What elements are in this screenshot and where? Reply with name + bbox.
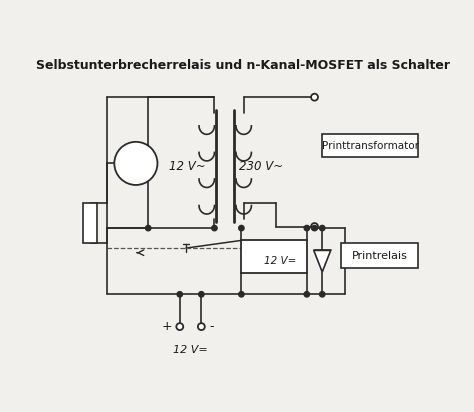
Circle shape (212, 225, 217, 231)
Text: 230 V~: 230 V~ (238, 160, 283, 173)
Circle shape (312, 225, 317, 231)
Text: +: + (162, 320, 172, 333)
Circle shape (311, 94, 318, 101)
Circle shape (239, 225, 244, 231)
Text: 12 V=: 12 V= (264, 256, 297, 267)
Text: -: - (209, 320, 214, 333)
Bar (322, 134, 419, 157)
Circle shape (304, 225, 310, 231)
Circle shape (319, 292, 325, 297)
Circle shape (199, 292, 204, 297)
Polygon shape (314, 250, 331, 272)
Bar (241, 240, 307, 273)
Text: Printtransformator: Printtransformator (322, 140, 419, 151)
Circle shape (239, 292, 244, 297)
Bar (83, 204, 97, 243)
Circle shape (146, 225, 151, 231)
Bar (341, 243, 419, 268)
Text: Selbstunterbrecherrelais und n-Kanal-MOSFET als Schalter: Selbstunterbrecherrelais und n-Kanal-MOS… (36, 59, 450, 72)
Text: 12 V=: 12 V= (173, 345, 208, 355)
Circle shape (311, 223, 318, 230)
Text: 12 V~: 12 V~ (169, 160, 206, 173)
Circle shape (114, 142, 157, 185)
Circle shape (319, 225, 325, 231)
Circle shape (176, 323, 183, 330)
Text: Printrelais: Printrelais (352, 251, 408, 261)
Circle shape (177, 292, 182, 297)
Circle shape (198, 323, 205, 330)
Circle shape (304, 292, 310, 297)
